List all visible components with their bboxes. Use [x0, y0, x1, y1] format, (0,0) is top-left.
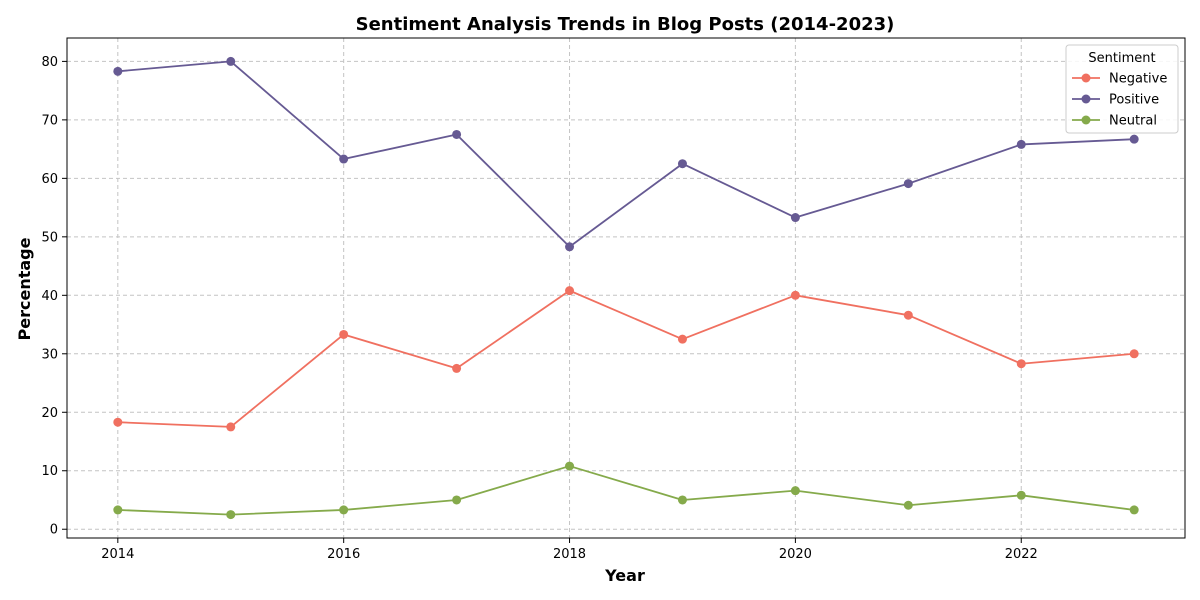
data-point-neutral — [113, 505, 123, 515]
y-axis: 0 10 20 30 40 50 60 70 80 — [41, 55, 67, 538]
legend-swatch-marker — [1081, 94, 1091, 104]
data-point-positive — [113, 66, 123, 76]
chart-title: Sentiment Analysis Trends in Blog Posts … — [356, 14, 895, 35]
data-point-positive — [565, 242, 575, 252]
legend-item-positive: Positive — [1072, 93, 1159, 108]
series-negative — [113, 286, 1139, 432]
data-point-negative — [452, 363, 462, 373]
legend-swatch-marker — [1081, 73, 1091, 83]
x-axis: 2014 2016 2018 2020 2022 — [101, 538, 1038, 562]
data-point-negative — [677, 334, 687, 344]
data-point-negative — [226, 422, 236, 432]
x-tick-label: 2014 — [101, 547, 134, 562]
legend-label: Negative — [1109, 72, 1167, 87]
series-line-neutral — [117, 465, 1135, 516]
series-neutral — [113, 461, 1139, 520]
data-point-negative — [113, 417, 123, 427]
data-point-negative — [565, 286, 575, 296]
data-point-negative — [339, 329, 349, 339]
y-tick-label: 40 — [41, 289, 58, 304]
data-point-positive — [903, 179, 913, 189]
y-tick-label: 80 — [41, 55, 58, 70]
legend-item-neutral: Neutral — [1072, 114, 1157, 129]
data-point-neutral — [339, 505, 349, 515]
x-tick-label: 2018 — [553, 547, 586, 562]
data-point-neutral — [677, 495, 687, 505]
data-point-positive — [226, 56, 236, 66]
y-axis-label: Percentage — [15, 237, 34, 340]
data-point-neutral — [903, 500, 913, 510]
data-point-negative — [1016, 359, 1026, 369]
data-point-neutral — [1129, 505, 1139, 515]
legend-label: Positive — [1109, 93, 1159, 108]
data-point-positive — [339, 154, 349, 164]
data-point-neutral — [790, 486, 800, 496]
data-point-neutral — [452, 495, 462, 505]
data-point-neutral — [1016, 490, 1026, 500]
data-point-neutral — [226, 510, 236, 520]
data-point-neutral — [565, 461, 575, 471]
data-point-positive — [1016, 139, 1026, 149]
legend-label: Neutral — [1109, 114, 1157, 129]
y-tick-label: 20 — [41, 406, 58, 421]
x-tick-label: 2020 — [779, 547, 812, 562]
data-point-negative — [903, 310, 913, 320]
legend-title: Sentiment — [1088, 51, 1155, 66]
data-point-negative — [1129, 349, 1139, 359]
series-line-negative — [117, 289, 1135, 428]
data-point-positive — [452, 129, 462, 139]
data-point-positive — [790, 213, 800, 223]
legend: Sentiment Negative Positive Neutral — [1065, 44, 1179, 134]
y-tick-label: 50 — [41, 230, 58, 245]
legend-swatch-marker — [1081, 115, 1091, 125]
data-point-positive — [1129, 134, 1139, 144]
y-tick-label: 10 — [41, 464, 58, 479]
y-tick-label: 0 — [50, 523, 58, 538]
series-line-positive — [117, 60, 1135, 248]
x-tick-label: 2016 — [327, 547, 360, 562]
legend-item-negative: Negative — [1072, 72, 1167, 87]
y-tick-label: 60 — [41, 172, 58, 187]
legend-box — [1065, 44, 1179, 134]
x-tick-label: 2022 — [1005, 547, 1038, 562]
y-tick-label: 70 — [41, 113, 58, 128]
series-layer — [113, 56, 1139, 520]
series-positive — [113, 56, 1139, 252]
y-tick-label: 30 — [41, 347, 58, 362]
data-point-negative — [790, 290, 800, 300]
grid — [67, 38, 1185, 538]
x-axis-label: Year — [604, 566, 645, 585]
data-point-positive — [677, 159, 687, 169]
axes-frame — [66, 37, 1186, 539]
